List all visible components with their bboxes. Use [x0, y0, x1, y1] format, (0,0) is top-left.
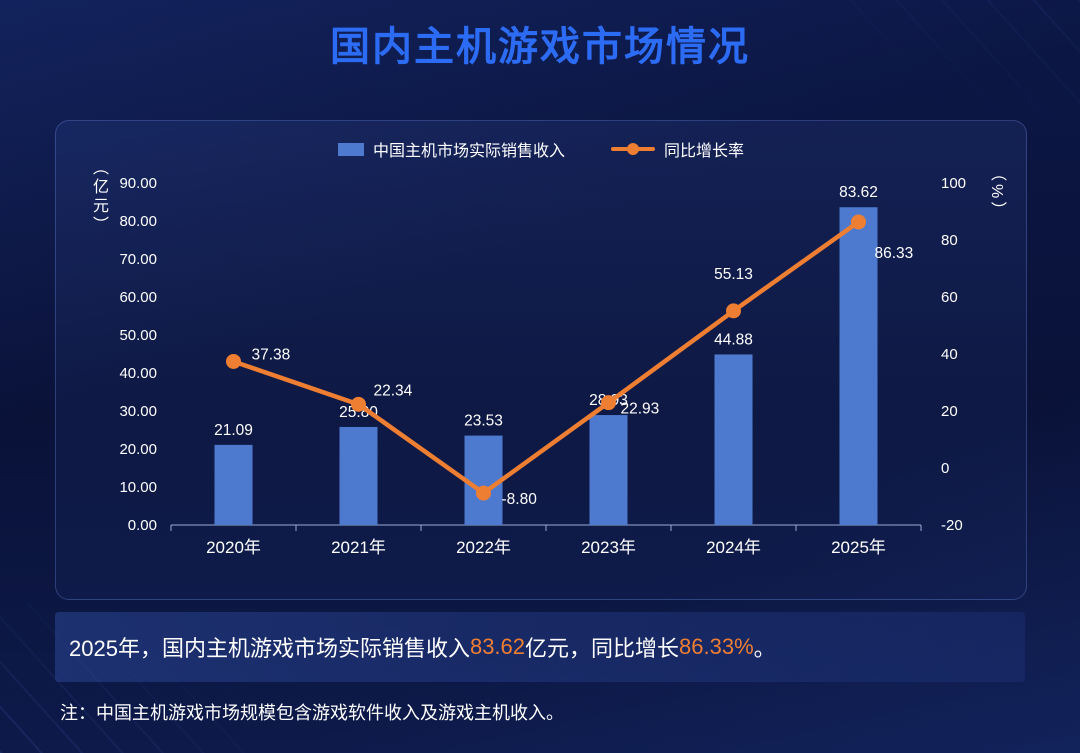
svg-text:22.93: 22.93	[621, 401, 660, 418]
legend-item-revenue: 中国主机市场实际销售收入	[337, 137, 565, 161]
svg-text:60: 60	[941, 289, 958, 306]
legend-label-revenue: 中国主机市场实际销售收入	[372, 143, 565, 160]
summary-text: 2025年，国内主机游戏市场实际销售收入	[69, 636, 470, 661]
svg-text:50.00: 50.00	[119, 327, 157, 344]
svg-text:80.00: 80.00	[119, 213, 157, 230]
left-axis-unit-label: （亿元）	[90, 159, 107, 235]
svg-text:-20: -20	[941, 517, 963, 534]
svg-text:44.88: 44.88	[714, 331, 753, 348]
svg-text:21.09: 21.09	[214, 422, 253, 439]
svg-text:83.62: 83.62	[839, 184, 878, 201]
svg-text:20: 20	[941, 403, 958, 420]
legend-item-growth: 同比增长率	[611, 137, 744, 161]
svg-text:10.00: 10.00	[119, 479, 157, 496]
svg-text:30.00: 30.00	[119, 403, 157, 420]
svg-text:0.00: 0.00	[128, 517, 157, 534]
svg-text:2024年: 2024年	[706, 538, 761, 557]
svg-text:70.00: 70.00	[119, 251, 157, 268]
legend-label-growth: 同比增长率	[664, 143, 745, 160]
svg-text:25.80: 25.80	[339, 404, 378, 421]
svg-text:86.33: 86.33	[875, 245, 914, 262]
chart-panel: 中国主机市场实际销售收入 同比增长率 （亿元） （%） 0.00 10.00 20.…	[55, 120, 1027, 600]
bar-series-swatch-icon	[337, 142, 364, 156]
svg-text:2020年: 2020年	[206, 538, 261, 557]
svg-text:20.00: 20.00	[119, 441, 157, 458]
svg-text:2022年: 2022年	[456, 538, 511, 557]
svg-text:2021年: 2021年	[331, 538, 386, 557]
svg-text:37.38: 37.38	[252, 346, 291, 363]
line-series-swatch-icon	[611, 143, 655, 155]
summary-bar: 2025年，国内主机游戏市场实际销售收入 83.62 亿元，同比增长 86.33%。	[55, 612, 1025, 682]
summary-growth-value: 86.33%	[679, 634, 754, 659]
chart-legend: 中国主机市场实际销售收入 同比增长率	[56, 137, 1026, 161]
svg-text:90.00: 90.00	[119, 175, 157, 192]
svg-text:40.00: 40.00	[119, 365, 157, 382]
svg-text:100: 100	[941, 175, 966, 192]
svg-text:-8.80: -8.80	[502, 491, 538, 508]
svg-text:40: 40	[941, 346, 958, 363]
summary-text: 亿元，同比增长	[525, 636, 680, 661]
page-title: 国内主机游戏市场情况	[330, 25, 750, 69]
combo-chart-canvas: 0.00 10.00 20.00 30.00 40.00 50.00 60.00 70.00 8…	[119, 175, 966, 557]
summary-text: 。	[753, 636, 776, 661]
svg-text:80: 80	[941, 232, 958, 249]
svg-text:55.13: 55.13	[714, 266, 753, 283]
svg-text:60.00: 60.00	[119, 289, 157, 306]
svg-text:22.34: 22.34	[374, 382, 413, 399]
svg-text:2025年: 2025年	[831, 538, 886, 557]
svg-text:23.53: 23.53	[464, 413, 503, 430]
svg-text:0: 0	[941, 460, 949, 477]
svg-text:2023年: 2023年	[581, 538, 636, 557]
right-axis-unit-label: （%）	[988, 165, 1005, 221]
summary-revenue-value: 83.62	[469, 634, 526, 659]
footnote: 注：中国主机游戏市场规模包含游戏软件收入及游戏主机收入。	[60, 703, 564, 723]
line-series-dot-icon	[627, 143, 639, 155]
